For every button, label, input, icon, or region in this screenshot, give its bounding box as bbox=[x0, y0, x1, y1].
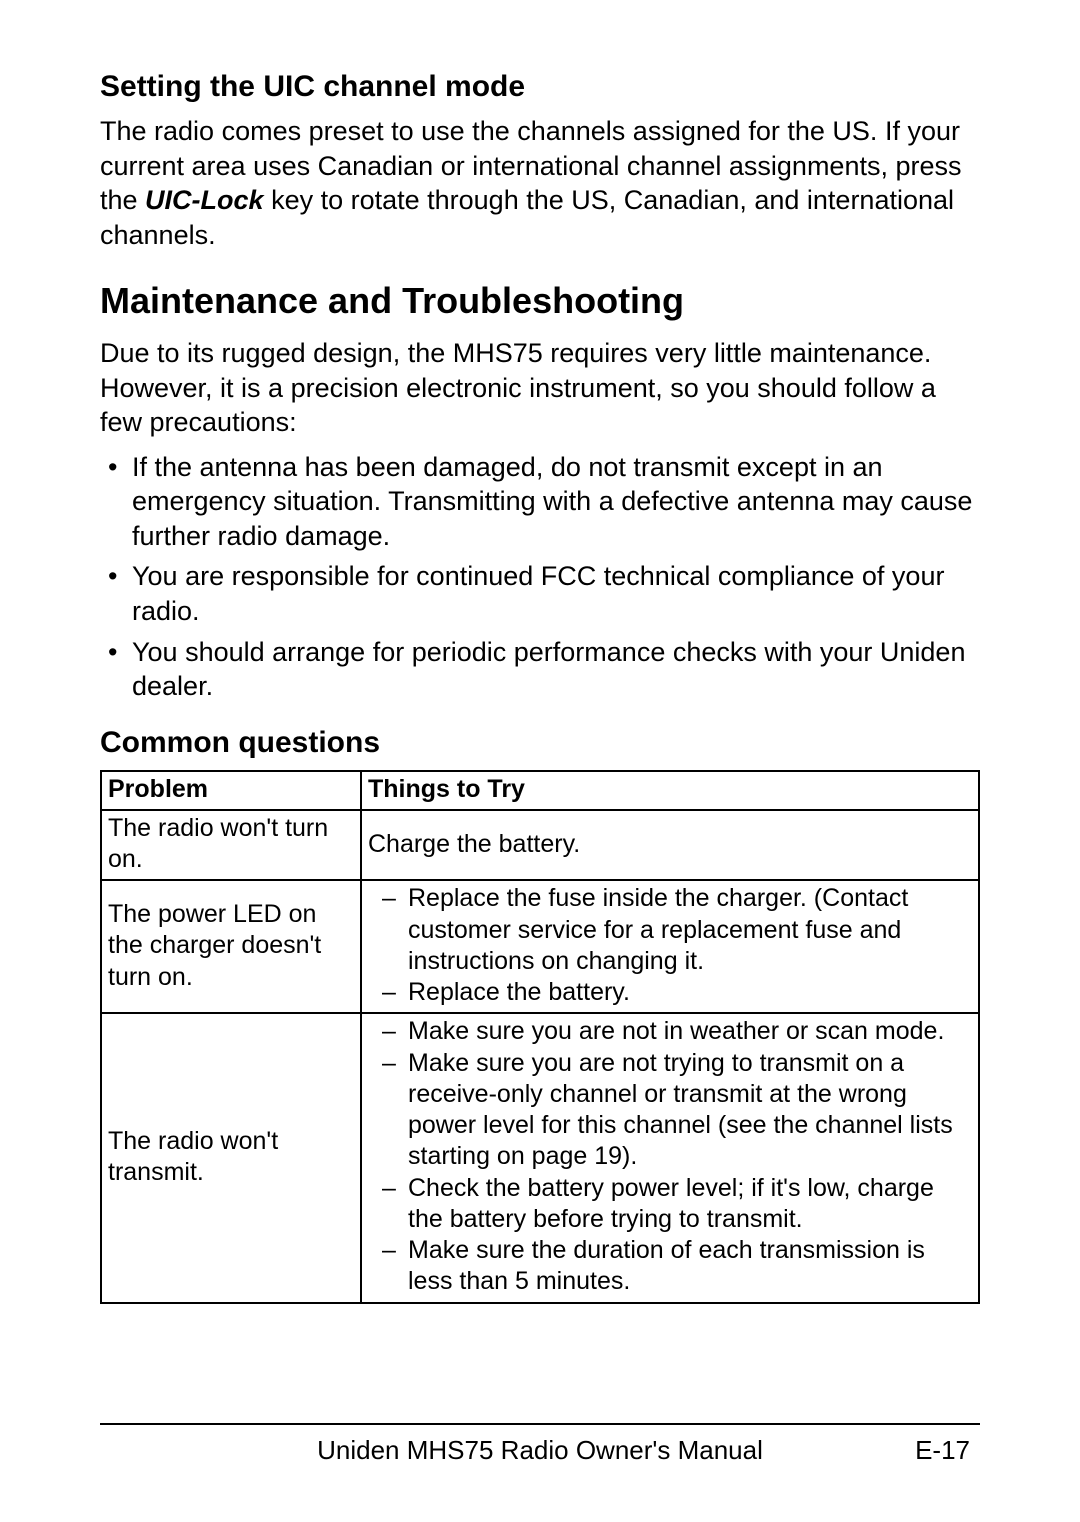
col-header-try: Things to Try bbox=[361, 771, 979, 810]
table-row: The radio won't transmit. Make sure you … bbox=[101, 1013, 979, 1302]
col-header-problem: Problem bbox=[101, 771, 361, 810]
try-item: Check the battery power level; if it's l… bbox=[368, 1173, 972, 1236]
try-list: Replace the fuse inside the charger. (Co… bbox=[368, 883, 972, 1008]
maintenance-bullet: If the antenna has been damaged, do not … bbox=[100, 450, 980, 554]
uic-paragraph: The radio comes preset to use the channe… bbox=[100, 114, 980, 252]
manual-page: Setting the UIC channel mode The radio c… bbox=[0, 0, 1080, 1522]
footer-rule bbox=[100, 1423, 980, 1425]
problem-cell: The power LED on the charger doesn't tur… bbox=[101, 880, 361, 1013]
try-item: Replace the battery. bbox=[368, 977, 972, 1008]
try-list: Make sure you are not in weather or scan… bbox=[368, 1016, 972, 1297]
try-item: Make sure you are not in weather or scan… bbox=[368, 1016, 972, 1047]
try-item: Make sure the duration of each transmiss… bbox=[368, 1235, 972, 1298]
uic-lock-key: UIC-Lock bbox=[145, 185, 264, 215]
maintenance-heading: Maintenance and Troubleshooting bbox=[100, 280, 980, 322]
uic-heading: Setting the UIC channel mode bbox=[100, 70, 980, 104]
common-questions-heading: Common questions bbox=[100, 726, 980, 760]
try-cell: Replace the fuse inside the charger. (Co… bbox=[361, 880, 979, 1013]
footer-title: Uniden MHS75 Radio Owner's Manual bbox=[317, 1435, 763, 1466]
try-cell: Charge the battery. bbox=[361, 810, 979, 881]
problem-cell: The radio won't transmit. bbox=[101, 1013, 361, 1302]
maintenance-bullet: You are responsible for continued FCC te… bbox=[100, 559, 980, 628]
problem-cell: The radio won't turn on. bbox=[101, 810, 361, 881]
page-footer: Uniden MHS75 Radio Owner's Manual E-17 bbox=[100, 1423, 980, 1466]
try-item: Make sure you are not trying to transmit… bbox=[368, 1048, 972, 1173]
footer-row: Uniden MHS75 Radio Owner's Manual E-17 bbox=[100, 1435, 980, 1466]
try-item: Replace the fuse inside the charger. (Co… bbox=[368, 883, 972, 977]
troubleshoot-table: Problem Things to Try The radio won't tu… bbox=[100, 770, 980, 1304]
footer-page-number: E-17 bbox=[915, 1435, 970, 1466]
table-row: The power LED on the charger doesn't tur… bbox=[101, 880, 979, 1013]
maintenance-bullet: You should arrange for periodic performa… bbox=[100, 635, 980, 704]
maintenance-bullets: If the antenna has been damaged, do not … bbox=[100, 450, 980, 704]
table-header-row: Problem Things to Try bbox=[101, 771, 979, 810]
table-row: The radio won't turn on. Charge the batt… bbox=[101, 810, 979, 881]
try-cell: Make sure you are not in weather or scan… bbox=[361, 1013, 979, 1302]
maintenance-intro: Due to its rugged design, the MHS75 requ… bbox=[100, 336, 980, 440]
